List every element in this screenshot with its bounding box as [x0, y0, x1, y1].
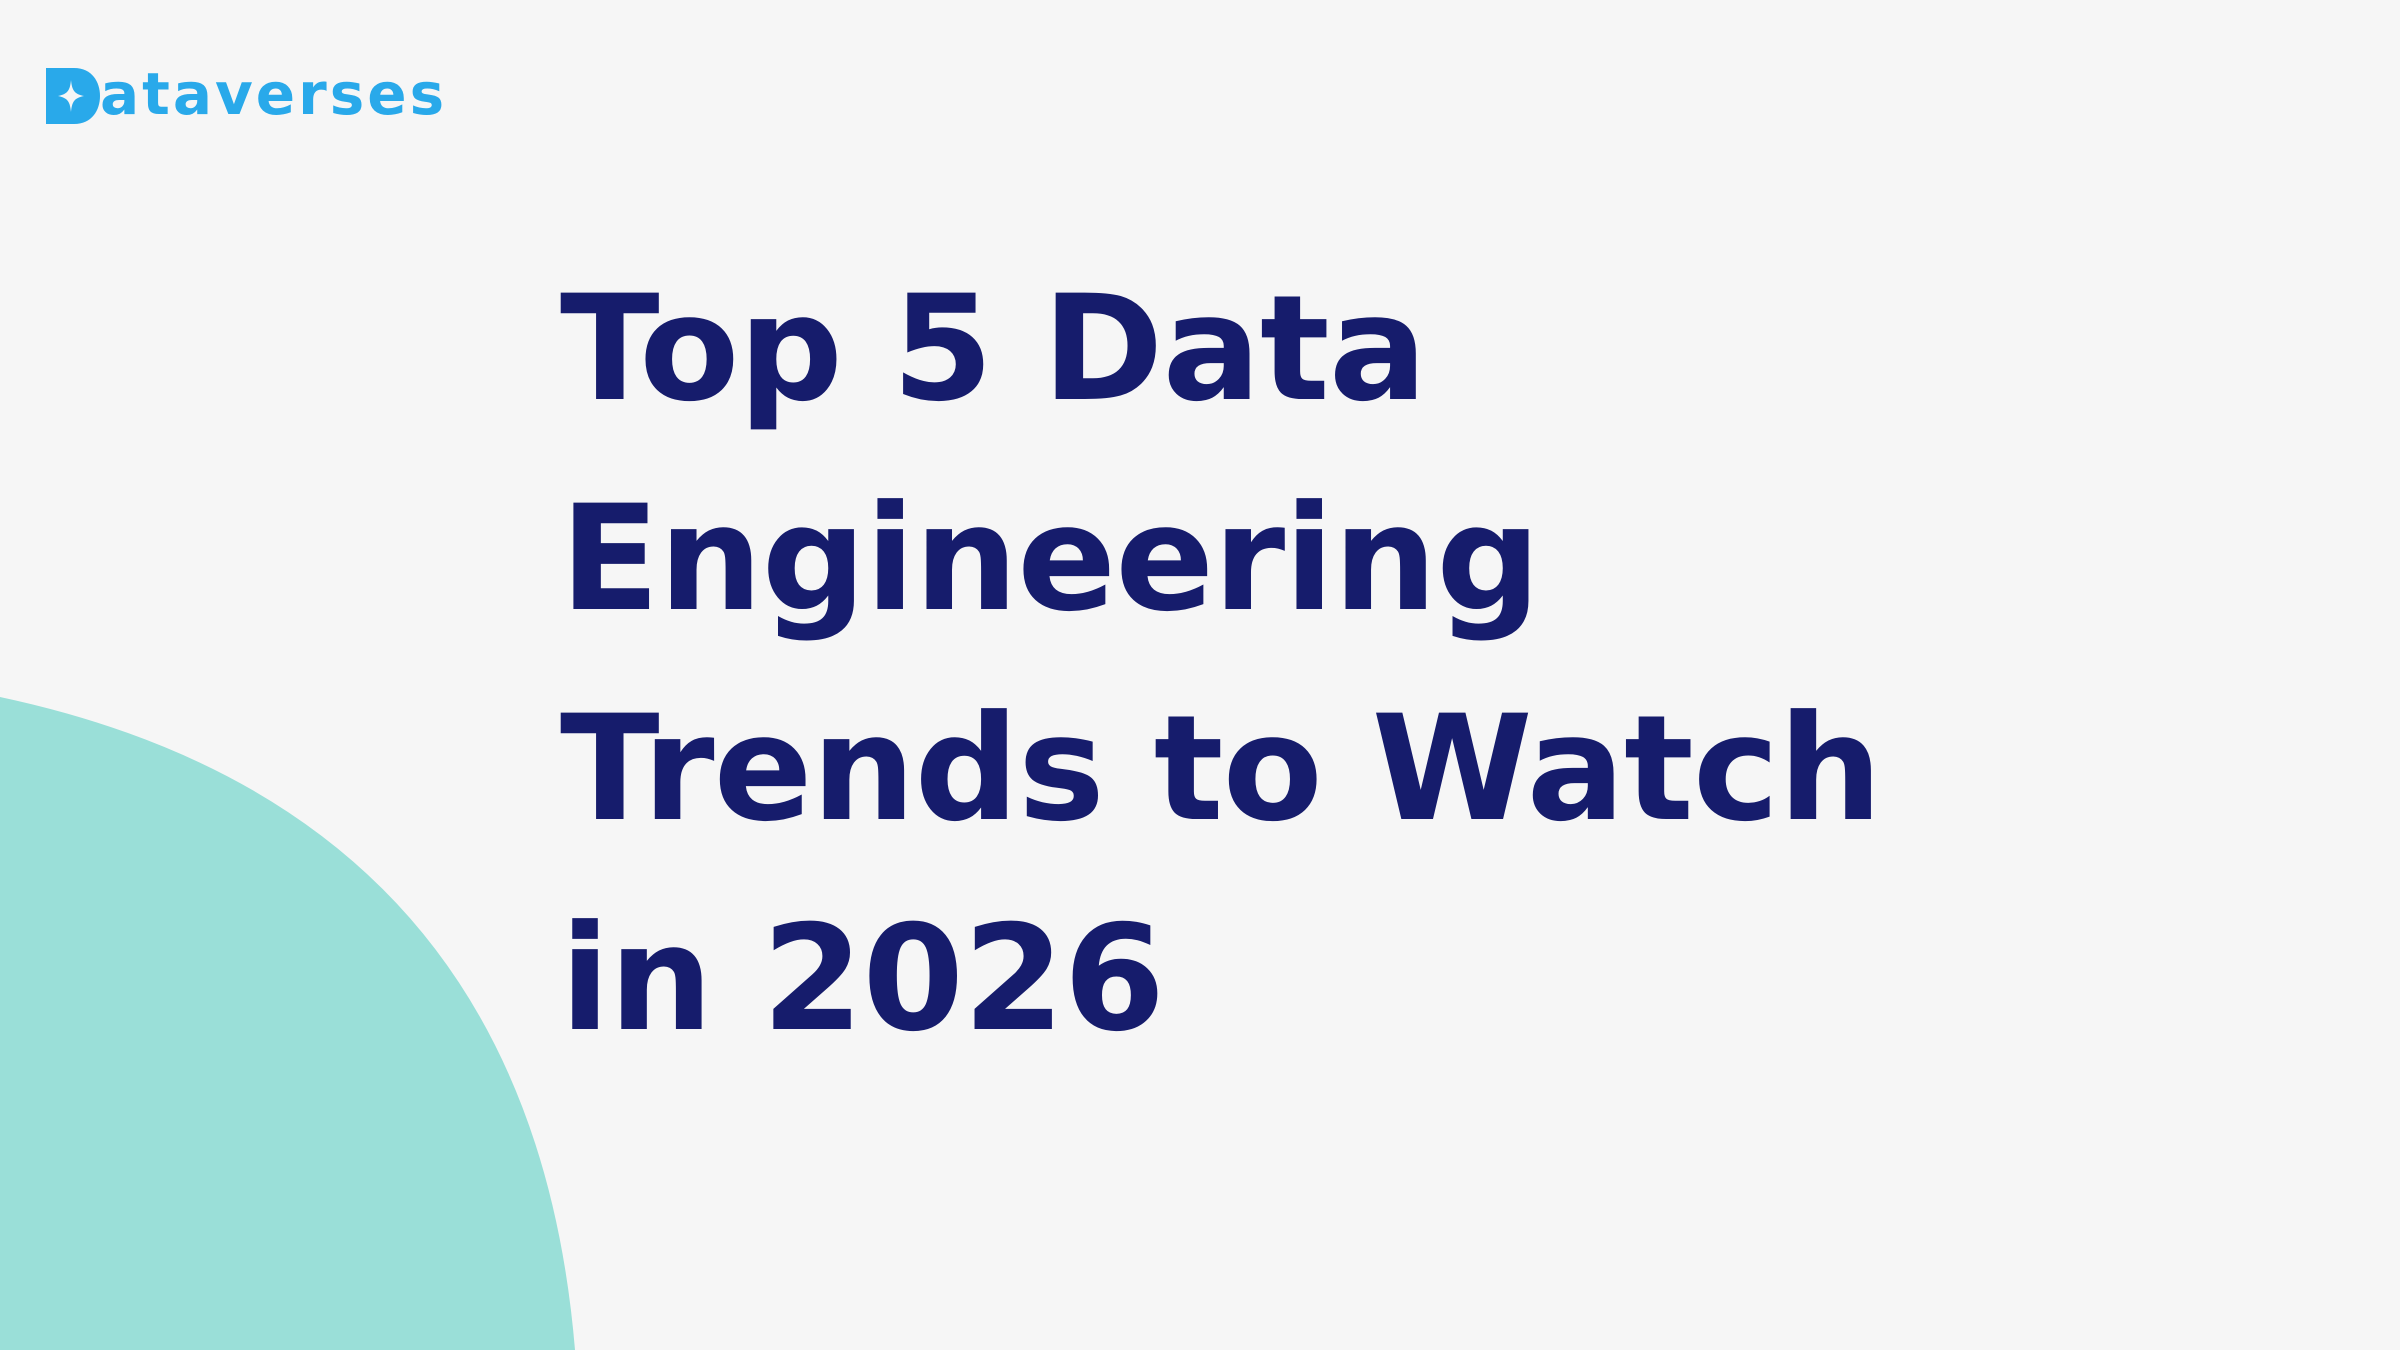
sparkle-d-icon [46, 68, 100, 124]
title-line-1: Top 5 Data [560, 264, 1427, 434]
page-title: Top 5 Data Engineering Trends to Watch i… [560, 244, 2160, 1084]
title-line-4: in 2026 [560, 894, 1165, 1064]
brand-name: ataverses [100, 60, 448, 128]
dataverses-logo: ataverses [44, 64, 447, 128]
title-line-2: Engineering [560, 474, 1541, 644]
title-line-3: Trends to Watch [560, 684, 1882, 854]
